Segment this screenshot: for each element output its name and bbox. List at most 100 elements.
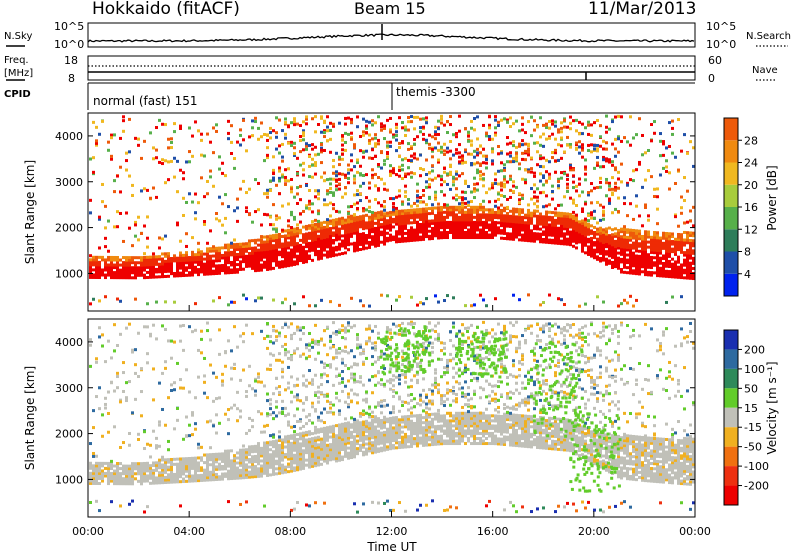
velocity-cell	[203, 356, 206, 360]
power-cell	[599, 231, 602, 235]
power-cell	[224, 261, 227, 265]
power-cell	[485, 218, 488, 222]
velocity-cell	[98, 407, 101, 411]
velocity-cell	[95, 466, 98, 470]
power-cell	[581, 239, 584, 243]
power-cell	[302, 148, 305, 152]
power-cell	[629, 266, 632, 270]
power-cell	[608, 241, 611, 245]
power-cell	[302, 240, 305, 244]
velocity-cell	[242, 461, 245, 465]
power-cell	[422, 232, 425, 236]
power-cell	[107, 140, 110, 144]
power-cell	[461, 210, 464, 214]
velocity-cell	[266, 412, 269, 416]
power-cell	[200, 255, 203, 259]
power-cell	[572, 214, 575, 218]
power-cell	[590, 211, 593, 215]
velocity-cell	[266, 471, 269, 475]
power-cell	[467, 223, 470, 227]
power-cell	[488, 137, 491, 141]
power-cell	[278, 265, 281, 269]
power-cell	[608, 254, 611, 258]
power-cell	[266, 156, 269, 160]
velocity-cell	[167, 439, 170, 443]
power-cell	[209, 175, 212, 179]
power-cell	[362, 232, 365, 236]
velocity-cell	[299, 467, 302, 471]
power-cell	[599, 234, 602, 238]
power-cell	[260, 235, 263, 239]
velocity-cell	[107, 472, 110, 476]
power-cell	[263, 263, 266, 267]
power-cell	[272, 239, 275, 243]
power-cell	[155, 126, 158, 130]
velocity-cell	[215, 467, 218, 471]
velocity-cell	[113, 425, 116, 429]
power-cell	[155, 257, 158, 261]
power-cell	[488, 228, 491, 232]
power-cell	[257, 296, 260, 300]
power-cell	[359, 184, 362, 188]
power-cell	[683, 271, 686, 275]
power-cell	[320, 150, 323, 154]
power-cell	[656, 238, 659, 242]
power-cell	[404, 231, 407, 235]
power-cell	[161, 122, 164, 126]
velocity-cell	[272, 455, 275, 459]
power-cell	[254, 269, 257, 273]
power-cell	[221, 202, 224, 206]
power-cell	[344, 148, 347, 152]
power-cell	[218, 269, 221, 273]
velocity-cell	[236, 390, 239, 394]
power-cell	[266, 235, 269, 239]
power-cell	[632, 271, 635, 275]
power-cell	[338, 247, 341, 251]
power-cell	[308, 188, 311, 192]
power-cell	[641, 247, 644, 251]
velocity-cell	[236, 451, 239, 455]
power-cell	[293, 237, 296, 241]
velocity-cell	[149, 471, 152, 475]
power-cell	[623, 196, 626, 200]
power-cell	[170, 259, 173, 263]
power-cell	[173, 175, 176, 179]
power-cell	[614, 166, 617, 170]
power-cell	[452, 228, 455, 232]
power-cell	[440, 147, 443, 151]
power-cell	[485, 134, 488, 138]
velocity-cell	[263, 449, 266, 453]
power-colorbar-label: Power [dB]	[765, 165, 779, 230]
power-cell	[578, 222, 581, 226]
power-cell	[470, 218, 473, 222]
power-cell	[452, 153, 455, 157]
power-cell	[230, 260, 233, 264]
power-cell	[284, 259, 287, 263]
power-cell	[284, 244, 287, 248]
power-cell	[326, 178, 329, 182]
power-cell	[566, 240, 569, 244]
power-cell	[200, 153, 203, 157]
power-cell	[632, 241, 635, 245]
velocity-cell	[188, 434, 191, 438]
power-cell	[629, 202, 632, 206]
power-cell	[569, 163, 572, 167]
velocity-cell	[299, 462, 302, 466]
power-cell	[374, 142, 377, 146]
power-cell	[332, 218, 335, 222]
velocity-cell	[305, 438, 308, 442]
power-cell	[335, 170, 338, 174]
power-cell	[338, 230, 341, 234]
power-cell	[551, 156, 554, 160]
power-cell	[449, 225, 452, 229]
velocity-cell	[95, 479, 98, 483]
velocity-cell	[104, 474, 107, 478]
power-cell	[158, 118, 161, 122]
power-cell	[428, 171, 431, 175]
power-cell	[332, 231, 335, 235]
power-cell	[665, 259, 668, 263]
velocity-cell	[218, 467, 221, 471]
power-cell	[674, 270, 677, 274]
power-cell	[614, 168, 617, 172]
power-cell	[317, 252, 320, 256]
